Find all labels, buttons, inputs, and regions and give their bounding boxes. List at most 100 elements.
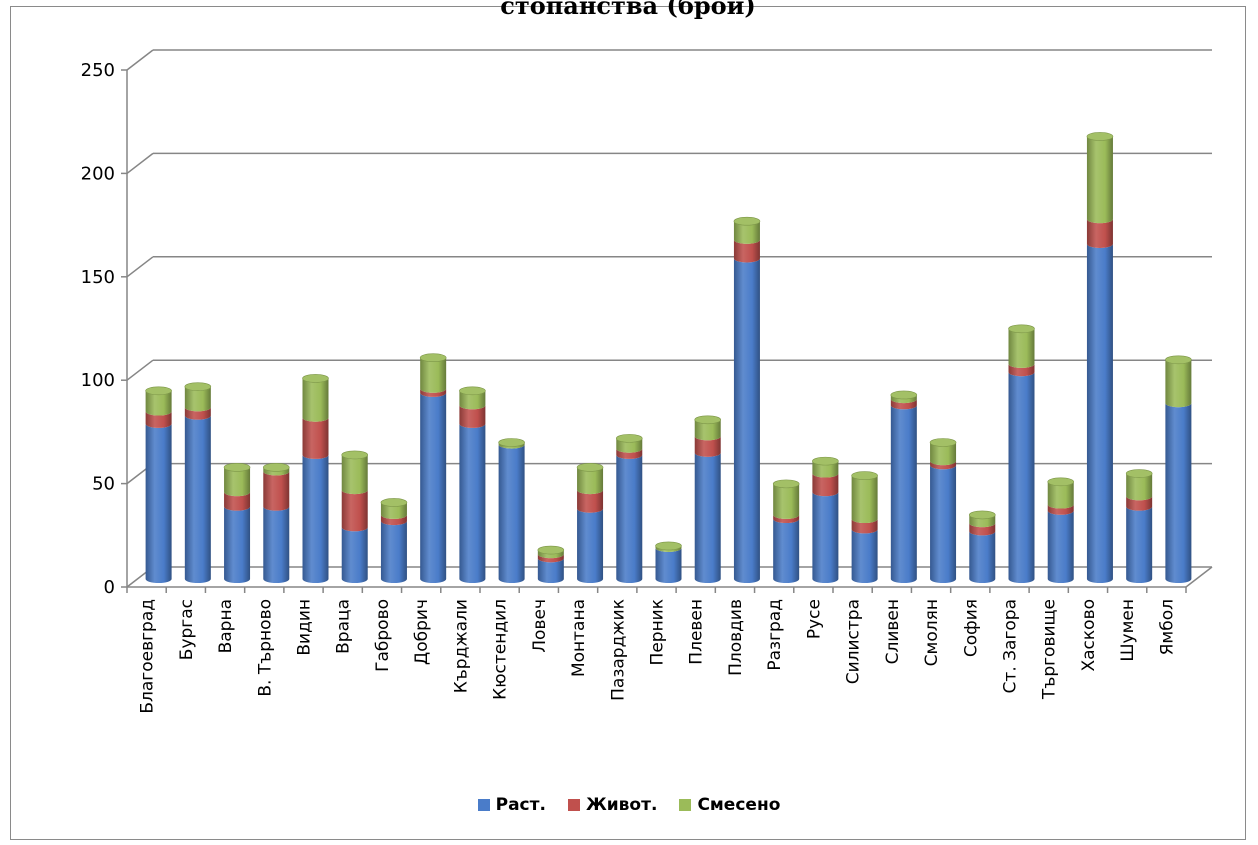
bar-segment-Ямбол-Раст. <box>1165 403 1192 583</box>
x-tick-label: В. Търново <box>255 599 275 697</box>
bar-segment-Кърджали-Раст. <box>459 423 486 583</box>
bar-segment-Кюстендил-Смесено <box>498 442 525 449</box>
bar-segment-Хасково-Раст. <box>1086 243 1113 583</box>
bar-cap-Видин <box>302 374 329 383</box>
bar-cap-Кюстендил <box>498 438 525 447</box>
bar-segment-Пловдив-Смесено <box>733 221 760 244</box>
bar-segment-Бургас-Смесено <box>184 386 211 412</box>
bar-segment-Благоевград-Живот. <box>145 411 172 428</box>
bar-segment-Ст. Загора-Живот. <box>1008 363 1035 377</box>
bar-segment-Габрово-Живот. <box>380 514 407 526</box>
bar-cap-Разград <box>772 479 800 489</box>
bar-segment-Сливен-Живот. <box>890 399 917 410</box>
x-tick-label: Ст. Загора <box>1001 599 1021 693</box>
x-tick-label: Перник <box>648 599 668 665</box>
chart-legend: Раст. Живот. Смесено <box>0 795 1258 815</box>
x-tick-label: Русе <box>804 599 824 639</box>
bar-segment-Русе-Раст. <box>812 492 839 583</box>
bar-segment-Ст. Загора-Раст. <box>1008 372 1035 583</box>
gridline-depth <box>126 256 154 278</box>
y-tick-label: 150 <box>81 267 115 288</box>
y-tick-label: 0 <box>104 577 115 598</box>
bar-cap-Ямбол <box>1165 355 1192 365</box>
bar-segment-Смолян-Смесено <box>930 442 957 466</box>
x-tick-label: Силистра <box>844 599 864 684</box>
bar-segment-Бургас-Живот. <box>184 407 211 420</box>
bar-cap-Плевен <box>694 415 722 425</box>
x-tick-label: София <box>961 599 981 657</box>
bar-segment-Силистра-Раст. <box>851 529 878 583</box>
x-tick-label: Кюстендил <box>491 599 511 700</box>
bar-cap-София <box>968 510 996 520</box>
bar-cap-Шумен <box>1125 469 1153 478</box>
x-tick-label: Ямбол <box>1157 599 1177 655</box>
bar-segment-Монтана-Раст. <box>577 508 604 583</box>
bar-segment-Плевен-Смесено <box>694 419 721 441</box>
bar-cap-Варна <box>223 463 251 472</box>
bar-segment-Плевен-Живот. <box>694 436 721 457</box>
bar-segment-Враца-Раст. <box>341 527 368 583</box>
bar-segment-Габрово-Раст. <box>380 521 407 583</box>
bar-segment-Пазарджик-Живот. <box>616 448 643 459</box>
bar-segment-Русе-Смесено <box>812 461 839 478</box>
legend-item: Раст. <box>477 795 546 815</box>
bar-segment-Варна-Живот. <box>224 492 251 511</box>
bar-segment-Русе-Живот. <box>812 473 839 497</box>
bar-segment-Разград-Живот. <box>773 514 800 524</box>
bar-segment-Видин-Смесено <box>302 378 329 422</box>
legend-item: Живот. <box>567 795 658 815</box>
bar-segment-София-Живот. <box>969 523 996 536</box>
bar-segment-Монтана-Смесено <box>577 467 604 495</box>
bar-cap-Сливен <box>890 390 918 400</box>
x-tick-label: Сливен <box>883 599 903 664</box>
bar-segment-Смолян-Живот. <box>930 461 957 470</box>
legend-label: Смесено <box>697 795 781 815</box>
bar-cap-Перник <box>655 541 682 551</box>
bar-segment-Разград-Раст. <box>773 519 800 583</box>
x-tick-label: Кърджали <box>451 599 471 693</box>
bar-cap-Благоевград <box>145 386 172 396</box>
bar-cap-Пазарджик <box>615 434 643 443</box>
bar-segment-Ловеч-Живот. <box>537 554 564 563</box>
x-tick-label: Видин <box>295 599 315 656</box>
bar-segment-Габрово-Смесено <box>380 502 407 519</box>
bar-segment-Силистра-Смесено <box>851 475 878 524</box>
bar-segment-Шумен-Раст. <box>1126 506 1153 583</box>
x-tick-label: Шумен <box>1118 599 1138 662</box>
bar-segment-Силистра-Живот. <box>851 519 878 534</box>
bar-cap-Монтана <box>576 463 604 472</box>
legend-swatch <box>477 799 490 811</box>
bar-segment-Пловдив-Живот. <box>733 239 760 263</box>
bar-segment-Пазарджик-Раст. <box>616 454 643 583</box>
x-tick-label: Пазарджик <box>608 599 628 701</box>
bar-segment-Варна-Смесено <box>224 467 251 497</box>
bar-segment-Добрич-Раст. <box>420 392 447 583</box>
bar-segment-Враца-Живот. <box>341 490 368 532</box>
bar-segment-Ловеч-Раст. <box>537 558 564 583</box>
x-tick-label: Варна <box>216 599 236 653</box>
legend-label: Раст. <box>495 795 546 815</box>
bar-segment-Хасково-Живот. <box>1086 219 1113 248</box>
legend-swatch <box>567 799 580 811</box>
legend-label: Живот. <box>585 795 658 815</box>
x-tick-label: Враца <box>334 599 354 654</box>
x-tick-label: Габрово <box>373 599 393 672</box>
bar-segment-Добрич-Смесено <box>420 357 447 393</box>
bar-cap-Търговище <box>1047 477 1075 487</box>
x-tick-label: Ловеч <box>530 599 550 653</box>
bar-cap-Ловеч <box>537 545 565 555</box>
bar-segment-В. Търново-Живот. <box>263 471 290 511</box>
y-tick-label: 250 <box>81 60 115 81</box>
x-tick-label: Пловдив <box>726 599 746 676</box>
bar-cap-Хасково <box>1086 132 1114 141</box>
bar-segment-Видин-Раст. <box>302 454 329 583</box>
bar-segment-Кърджали-Живот. <box>459 405 486 428</box>
bar-segment-Бургас-Раст. <box>184 415 211 583</box>
bar-segment-Добрич-Живот. <box>420 388 447 397</box>
bar-cap-Смолян <box>929 438 957 447</box>
bar-segment-Хасково-Смесено <box>1086 136 1113 224</box>
x-tick-label: Смолян <box>922 599 942 666</box>
bar-cap-Силистра <box>851 471 878 480</box>
bar-segment-Шумен-Живот. <box>1126 496 1153 511</box>
bar-segment-Плевен-Раст. <box>694 452 721 583</box>
